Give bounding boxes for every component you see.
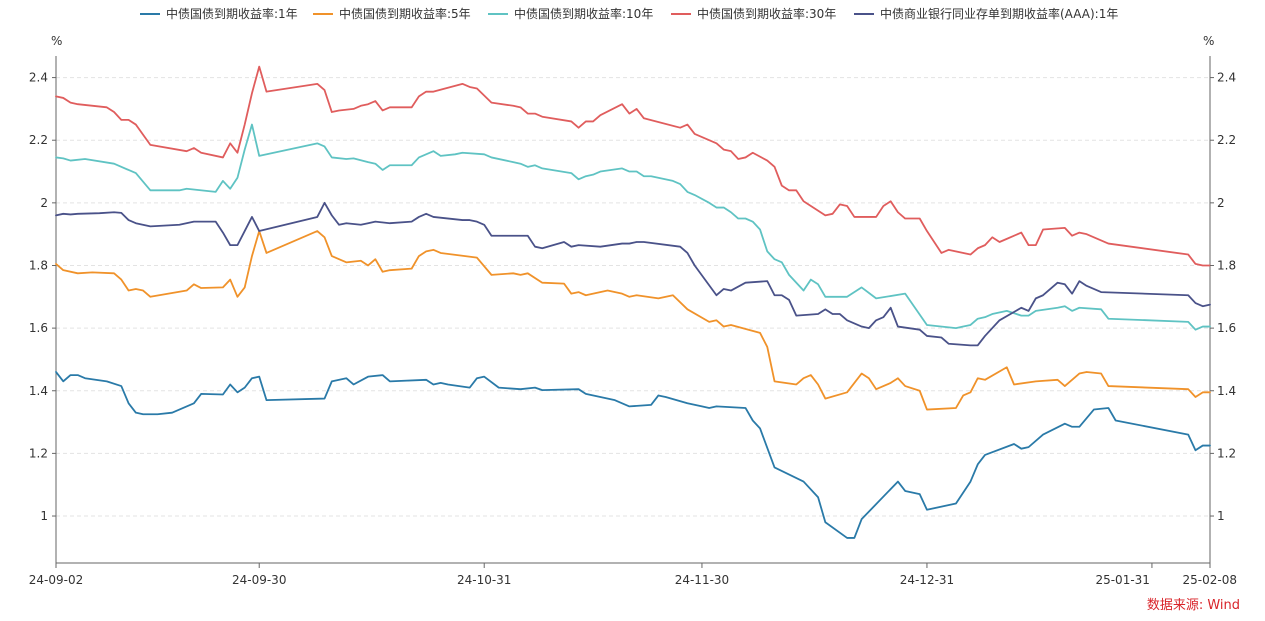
legend-item-3[interactable]: 中债国债到期收益率:10年 <box>488 6 653 21</box>
y-tick-label-right: 1.2 <box>1217 446 1236 460</box>
legend-item-5[interactable]: 中债商业银行同业存单到期收益率(AAA):1年 <box>854 6 1118 21</box>
legend-label: 中债国债到期收益率:10年 <box>514 6 653 21</box>
legend-item-4[interactable]: 中债国债到期收益率:30年 <box>671 6 836 21</box>
data-source-note: 数据来源: Wind <box>1147 598 1240 613</box>
x-tick-label: 25-01-31 <box>1095 573 1149 587</box>
series-line-5 <box>55 201 1211 347</box>
y-tick-label-right: 1.4 <box>1217 384 1236 398</box>
y-axis-unit-right: % <box>1203 34 1214 48</box>
x-tick-label: 24-10-31 <box>457 573 511 587</box>
x-axis: 24-09-02 24-09-30 24-10-31 24-11-30 24-12-31… <box>29 563 1237 587</box>
series-line-2 <box>55 230 1211 411</box>
y-tick-label-right: 1 <box>1217 509 1225 523</box>
x-tick-label: 24-11-30 <box>675 573 729 587</box>
y-tick-label-left: 1.2 <box>29 446 48 460</box>
x-tick-label: 24-12-31 <box>900 573 954 587</box>
legend-label: 中债商业银行同业存单到期收益率(AAA):1年 <box>880 6 1118 21</box>
series-line-4 <box>55 65 1211 267</box>
legend-label: 中债国债到期收益率:5年 <box>339 6 471 21</box>
y-tick-label-left: 1 <box>40 509 48 523</box>
y-tick-label-right: 2.2 <box>1217 133 1236 147</box>
legend-label: 中债国债到期收益率:1年 <box>166 6 298 21</box>
legend: 中债国债到期收益率:1年 中债国债到期收益率:5年 中债国债到期收益率:10年 中债国… <box>140 6 1118 21</box>
legend-item-1[interactable]: 中债国债到期收益率:1年 <box>140 6 298 21</box>
series-line-1 <box>55 371 1211 539</box>
y-axis-unit-left: % <box>51 34 62 48</box>
y-axis-left: 1 1.2 1.4 1.6 1.8 2 2.2 2.4 <box>29 71 56 523</box>
y-tick-label-left: 2.2 <box>29 133 48 147</box>
y-tick-label-right: 2.4 <box>1217 71 1236 85</box>
axes <box>55 56 1211 564</box>
y-tick-label-right: 1.8 <box>1217 258 1236 272</box>
series-layer <box>55 65 1211 539</box>
y-tick-label-right: 2 <box>1217 196 1225 210</box>
x-tick-label: 24-09-30 <box>232 573 286 587</box>
series-line-3 <box>55 123 1211 331</box>
y-tick-label-left: 1.4 <box>29 384 48 398</box>
y-tick-label-left: 2 <box>40 196 48 210</box>
y-tick-label-left: 1.6 <box>29 321 48 335</box>
y-tick-label-right: 1.6 <box>1217 321 1236 335</box>
x-tick-label: 24-09-02 <box>29 573 83 587</box>
x-tick-label: 25-02-08 <box>1183 573 1237 587</box>
y-tick-label-left: 2.4 <box>29 71 48 85</box>
y-axis-right: 1 1.2 1.4 1.6 1.8 2 2.2 2.4 <box>1210 71 1236 523</box>
legend-item-2[interactable]: 中债国债到期收益率:5年 <box>313 6 471 21</box>
y-tick-label-left: 1.8 <box>29 258 48 272</box>
legend-label: 中债国债到期收益率:30年 <box>697 6 836 21</box>
